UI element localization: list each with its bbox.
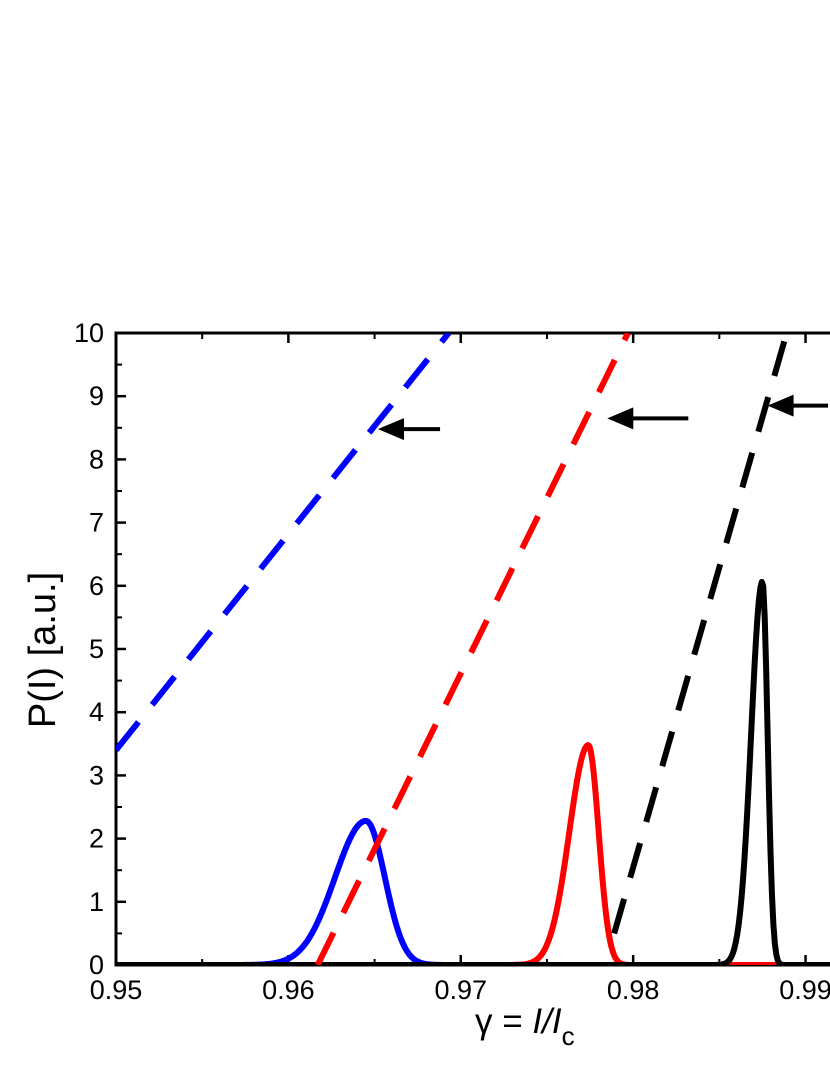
series-layer (116, 333, 830, 965)
x-axis-title-prefix: γ = (475, 1002, 532, 1041)
series-dashed-4 (314, 333, 631, 965)
series-dashed-5 (611, 338, 788, 935)
y-tick-label: 5 (89, 634, 104, 664)
x-tick-label: 0.99 (779, 975, 830, 1005)
x-tick-label: 0.95 (90, 975, 143, 1005)
series-dashed-3 (116, 333, 452, 752)
y-tick-label: 6 (89, 571, 104, 601)
y-tick-label: 0 (89, 950, 104, 980)
y-axis-title: P(I) [a.u.] (22, 572, 64, 728)
y-tick-label: 8 (89, 444, 104, 474)
arrow-head (767, 394, 794, 417)
y-tick-label: 4 (89, 697, 104, 727)
x-tick-label: 0.98 (607, 975, 660, 1005)
tick-labels: 0 1 2 3 4 5 6 7 8 9 10 0.95 0.96 0.97 0.98 0.99 (74, 318, 830, 1005)
x-axis-title: γ = I/Ic (475, 1002, 575, 1051)
x-tick-label: 0.96 (262, 975, 315, 1005)
series-peak-2 (116, 578, 830, 965)
series-peak-1 (116, 742, 830, 965)
arrow-head (378, 418, 405, 441)
y-tick-label: 3 (89, 760, 104, 790)
x-axis-title-sub: c (562, 1021, 575, 1051)
x-axis-title-main: I/I (532, 1002, 561, 1041)
arrow-head (607, 407, 634, 430)
y-tick-label: 2 (89, 824, 104, 854)
annotations (378, 394, 828, 441)
y-tick-label: 7 (89, 508, 104, 538)
x-tick-label: 0.97 (434, 975, 487, 1005)
y-tick-label: 10 (74, 318, 104, 348)
y-tick-label: 1 (89, 887, 104, 917)
series-peak-0 (116, 817, 830, 965)
y-tick-label: 9 (89, 381, 104, 411)
